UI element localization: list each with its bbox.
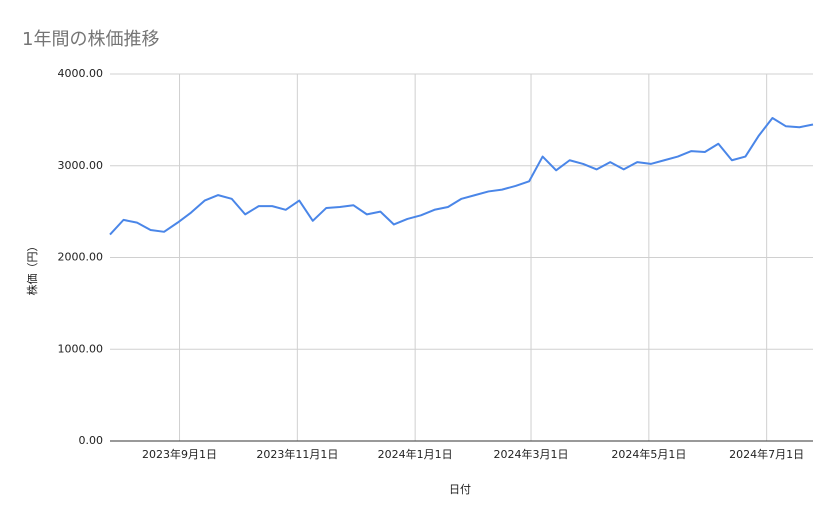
x-tick-label: 2023年9月1日 xyxy=(142,447,217,461)
x-tick-label: 2024年1月1日 xyxy=(378,447,453,461)
y-tick-label: 4000.00 xyxy=(58,67,104,80)
y-tick-label: 1000.00 xyxy=(58,342,104,355)
line-series xyxy=(109,117,814,236)
y-tick-label: 3000.00 xyxy=(58,159,104,172)
y-tick-label: 2000.00 xyxy=(58,251,104,264)
x-tick-label: 2024年5月1日 xyxy=(611,447,686,461)
y-axis-label: 株価（円） xyxy=(25,241,39,296)
x-tick-label: 2024年3月1日 xyxy=(494,447,569,461)
y-tick-label: 0.00 xyxy=(79,434,104,447)
chart-title: 1年間の株価推移 xyxy=(22,29,159,50)
x-tick-label: 2024年7月1日 xyxy=(729,447,804,461)
x-tick-label: 2023年11月1日 xyxy=(256,447,338,461)
x-axis-label: 日付 xyxy=(449,483,471,496)
